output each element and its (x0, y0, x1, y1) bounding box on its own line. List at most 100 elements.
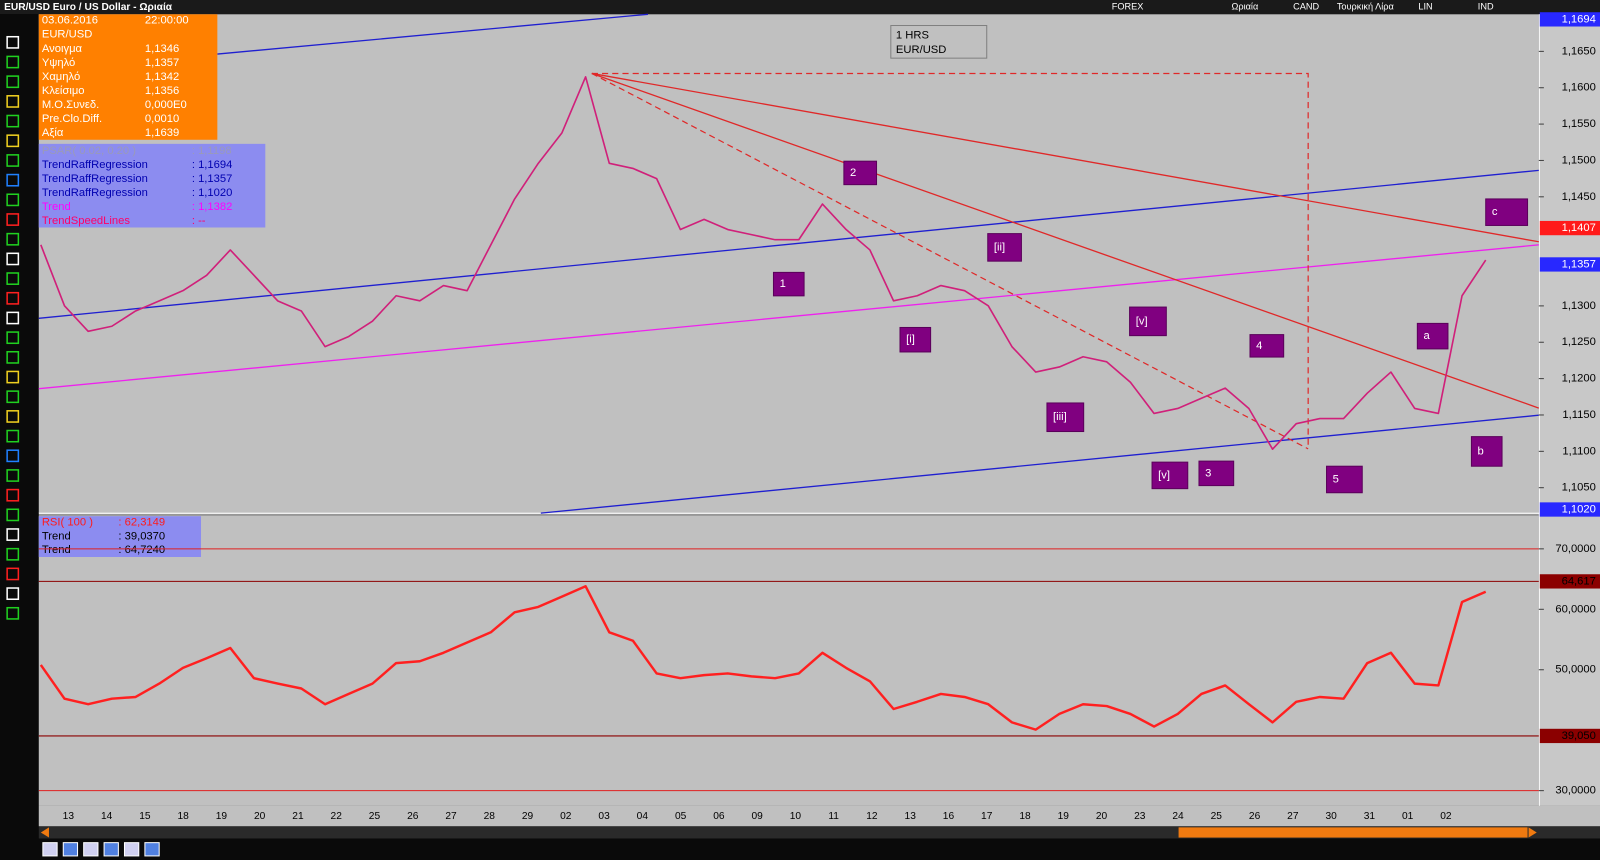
tool-icon[interactable] (6, 587, 20, 601)
axis-marker (1539, 220, 1600, 236)
date-label: 09 (751, 811, 763, 822)
tool-icon[interactable] (103, 842, 119, 857)
scroll-right-arrow[interactable] (1528, 827, 1537, 838)
date-label: 15 (139, 811, 151, 822)
tool-icon[interactable] (6, 350, 20, 364)
toolbar-item[interactable]: CAND (1293, 2, 1319, 12)
wave-label-box (1129, 306, 1167, 337)
axis-marker (1539, 502, 1600, 517)
trend-line (38, 244, 1539, 390)
tool-icon[interactable] (62, 842, 79, 857)
toolbar-item[interactable]: IND (1478, 2, 1494, 12)
tool-icon[interactable] (6, 291, 20, 305)
info-value: 1,1356 (145, 85, 179, 97)
speed-box (591, 72, 1309, 449)
tool-icon[interactable] (6, 429, 20, 443)
axis-marker-label: 1,1407 (1562, 222, 1596, 234)
tool-icon[interactable] (6, 95, 20, 108)
toolbar-item[interactable]: LIN (1418, 2, 1432, 12)
info-date: 03.06.2016 (42, 14, 98, 26)
rsi-legend-name: Trend (42, 544, 71, 556)
y-tick-label: 1,1150 (1562, 409, 1595, 421)
tool-icon[interactable] (6, 567, 20, 581)
tool-icon[interactable] (6, 35, 20, 49)
tool-icon[interactable] (6, 469, 20, 482)
date-label: 22 (331, 811, 343, 822)
info-label: Ανοιγμα (42, 43, 83, 55)
tool-icon[interactable] (6, 114, 20, 128)
tool-icon[interactable] (6, 154, 20, 167)
date-label: 25 (1211, 811, 1223, 822)
y-tick-label: 1,1050 (1562, 482, 1596, 494)
info-value: 1,1639 (145, 127, 179, 139)
date-label: 04 (637, 811, 649, 822)
date-label: 13 (905, 811, 917, 822)
tool-icon[interactable] (6, 547, 20, 561)
info-label: Pre.Clo.Diff. (42, 113, 102, 125)
y-tick-label: 1,1650 (1562, 45, 1596, 57)
regression-upper (217, 13, 649, 55)
axis-marker-label: 1,1357 (1562, 258, 1596, 270)
wave-label: a (1423, 330, 1430, 342)
tool-icon[interactable] (6, 331, 20, 345)
tool-icon[interactable] (6, 606, 20, 620)
date-label: 19 (216, 811, 228, 822)
y-tick-label: 1,1250 (1562, 336, 1596, 348)
tool-icon[interactable] (6, 213, 20, 226)
toolbar-item[interactable]: Ωριαία (1232, 2, 1259, 12)
date-label: 26 (407, 811, 419, 822)
wave-label: [v] (1158, 469, 1170, 481)
tool-icon[interactable] (6, 232, 20, 246)
indicator-value: : 1,1357 (192, 173, 233, 185)
tool-icon[interactable] (6, 193, 20, 207)
tool-icon[interactable] (42, 842, 58, 857)
tool-icon[interactable] (6, 528, 20, 541)
toolbar-item[interactable]: Τουρκική Λίρα (1337, 2, 1395, 12)
tool-icon[interactable] (6, 449, 20, 463)
scroll-left-arrow[interactable] (40, 827, 49, 838)
tool-icon[interactable] (6, 508, 20, 522)
tool-icon[interactable] (6, 75, 20, 89)
y-tick-label: 1,1300 (1562, 300, 1596, 312)
date-label: 21 (292, 811, 304, 822)
tool-icon[interactable] (6, 311, 20, 325)
rsi-legend-value: : 64,7240 (118, 544, 165, 556)
tool-icon[interactable] (6, 173, 20, 187)
wave-label: 4 (1256, 340, 1262, 352)
tool-icon[interactable] (6, 390, 20, 404)
tool-icon[interactable] (6, 410, 20, 423)
tool-icon[interactable] (144, 842, 160, 857)
tool-icon[interactable] (123, 842, 140, 857)
rsi-legend (38, 516, 202, 558)
tool-icon[interactable] (6, 252, 20, 266)
date-axis (38, 805, 1600, 827)
tool-icon[interactable] (6, 370, 20, 384)
y-tick-label: 70,0000 (1555, 543, 1596, 555)
tool-icon[interactable] (6, 272, 20, 285)
date-label: 27 (445, 811, 457, 822)
rsi-panel (38, 515, 1539, 806)
wave-label: 5 (1333, 473, 1339, 485)
axis-marker-label: 39,050 (1562, 730, 1596, 742)
axis-marker-label: 1,1020 (1562, 503, 1596, 515)
tool-icon[interactable] (6, 134, 20, 148)
date-label: 16 (943, 811, 955, 822)
date-label: 05 (675, 811, 687, 822)
wave-label-box (1326, 465, 1363, 494)
indicator-name: PSAR( 0.02, 0.20 ) (42, 145, 136, 157)
scrollbar-thumb[interactable] (1178, 827, 1528, 838)
tool-icon[interactable] (83, 842, 99, 857)
title-bar (0, 0, 1600, 15)
date-label: 06 (713, 811, 725, 822)
rsi-line (39, 585, 1487, 731)
date-label: 14 (101, 811, 113, 822)
left-toolbar (0, 14, 39, 860)
tool-icon[interactable] (6, 55, 20, 69)
toolbar-item[interactable]: FOREX (1112, 2, 1144, 12)
date-label: 03 (598, 811, 610, 822)
date-label: 18 (1019, 811, 1031, 822)
wave-label-box (1249, 334, 1285, 358)
regression-middle (38, 169, 1539, 319)
tool-icon[interactable] (6, 488, 20, 502)
